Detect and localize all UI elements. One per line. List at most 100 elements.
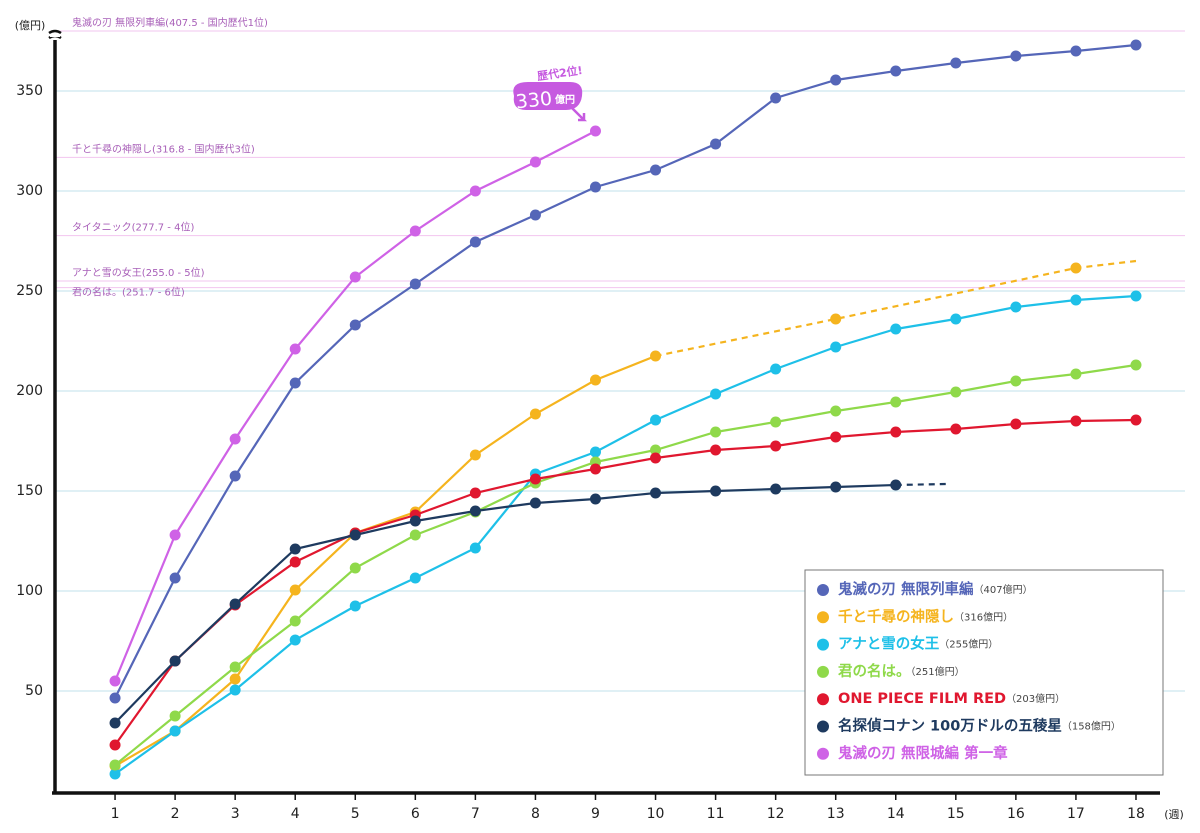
data-point bbox=[469, 542, 481, 554]
legend-swatch bbox=[817, 665, 829, 678]
data-point bbox=[830, 481, 842, 493]
data-point bbox=[289, 584, 301, 596]
data-point bbox=[529, 156, 541, 168]
series-line bbox=[114, 363, 1137, 766]
data-point bbox=[890, 479, 902, 491]
callout-bubble bbox=[513, 82, 583, 110]
data-point bbox=[650, 444, 662, 456]
data-point bbox=[710, 444, 722, 456]
data-point bbox=[710, 485, 722, 497]
data-point bbox=[589, 493, 601, 505]
reference-label: アナと雪の女王(255.0 - 5位) bbox=[72, 266, 205, 279]
callout-unit: 億円 bbox=[555, 93, 575, 106]
legend-note: （255億円） bbox=[939, 638, 998, 651]
data-point bbox=[770, 483, 782, 495]
data-point bbox=[1130, 39, 1142, 51]
data-point bbox=[169, 710, 181, 722]
x-tick-label: 5 bbox=[351, 806, 360, 822]
data-point bbox=[409, 529, 421, 541]
data-point bbox=[1010, 375, 1022, 387]
legend-label: 千と千尋の神隠し（316億円） bbox=[838, 607, 1013, 625]
legend-name: 千と千尋の神隠し bbox=[838, 607, 954, 625]
data-point bbox=[770, 363, 782, 375]
projection-line bbox=[895, 482, 947, 487]
legend-note: （316億円） bbox=[954, 610, 1013, 623]
data-point bbox=[589, 374, 601, 386]
reference-label: 鬼滅の刃 無限列車編(407.5 - 国内歴代1位) bbox=[72, 16, 268, 29]
series-line bbox=[114, 483, 896, 724]
data-point bbox=[169, 725, 181, 737]
data-point bbox=[830, 341, 842, 353]
x-tick-label: 18 bbox=[1127, 806, 1145, 822]
legend-label: 君の名は。（251億円） bbox=[838, 662, 965, 680]
legend-label: アナと雪の女王（255億円） bbox=[838, 635, 998, 653]
x-tick-label: 7 bbox=[471, 806, 480, 822]
data-point bbox=[1070, 45, 1082, 57]
data-point bbox=[469, 487, 481, 499]
data-point bbox=[289, 556, 301, 568]
legend-name: 鬼滅の刃 無限列車編 bbox=[838, 580, 974, 598]
x-tick-label: 9 bbox=[591, 806, 600, 822]
data-point bbox=[229, 684, 241, 696]
x-unit-label: (週) bbox=[1164, 808, 1184, 821]
series-line bbox=[114, 354, 656, 767]
data-point bbox=[229, 598, 241, 610]
legend-swatch bbox=[817, 747, 829, 760]
data-point bbox=[289, 543, 301, 555]
y-tick-label: 250 bbox=[16, 283, 43, 299]
x-tick-label: 10 bbox=[647, 806, 665, 822]
data-point bbox=[589, 125, 601, 137]
data-point bbox=[349, 562, 361, 574]
data-point bbox=[109, 675, 121, 687]
axis-break-gap bbox=[50, 34, 60, 37]
legend-name: ONE PIECE FILM RED bbox=[838, 691, 1006, 707]
legend-label: 鬼滅の刃 無限列車編（407億円） bbox=[838, 580, 1033, 598]
x-tick-label: 8 bbox=[531, 806, 540, 822]
legend-note: （407億円） bbox=[974, 583, 1033, 596]
data-point bbox=[469, 449, 481, 461]
data-point bbox=[109, 717, 121, 729]
data-point bbox=[1070, 368, 1082, 380]
data-point bbox=[349, 319, 361, 331]
legend-name: 鬼滅の刃 無限城編 第一章 bbox=[838, 744, 1008, 762]
x-tick-label: 4 bbox=[291, 806, 300, 822]
data-point bbox=[529, 497, 541, 509]
x-tick-label: 17 bbox=[1067, 806, 1085, 822]
data-point bbox=[770, 440, 782, 452]
data-point bbox=[169, 655, 181, 667]
x-tick-label: 14 bbox=[887, 806, 905, 822]
data-point bbox=[589, 463, 601, 475]
data-point bbox=[770, 92, 782, 104]
data-point bbox=[1070, 294, 1082, 306]
series-line bbox=[114, 294, 1137, 775]
y-tick-label: 200 bbox=[16, 383, 43, 399]
data-point bbox=[289, 615, 301, 627]
y-tick-label: 100 bbox=[16, 583, 43, 599]
data-point bbox=[469, 185, 481, 197]
legend-swatch bbox=[817, 638, 829, 651]
projection-point bbox=[830, 313, 842, 325]
data-point bbox=[830, 405, 842, 417]
data-point bbox=[770, 416, 782, 428]
legend: 鬼滅の刃 無限列車編（407億円） 千と千尋の神隠し（316億円） アナと雪の女王（… bbox=[804, 569, 1164, 776]
legend-note: （251億円） bbox=[911, 665, 965, 678]
legend-box bbox=[804, 569, 1164, 776]
data-point bbox=[1010, 418, 1022, 430]
data-point bbox=[890, 426, 902, 438]
data-point bbox=[289, 343, 301, 355]
data-point bbox=[650, 414, 662, 426]
data-point bbox=[710, 388, 722, 400]
x-tick-label: 1 bbox=[111, 806, 120, 822]
x-tick-label: 13 bbox=[827, 806, 845, 822]
data-point bbox=[890, 65, 902, 77]
data-point bbox=[229, 433, 241, 445]
data-point bbox=[1070, 415, 1082, 427]
data-point bbox=[890, 396, 902, 408]
data-point bbox=[469, 236, 481, 248]
data-point bbox=[650, 452, 662, 464]
projection-line bbox=[655, 259, 1137, 358]
data-point bbox=[349, 529, 361, 541]
data-point bbox=[109, 759, 121, 771]
